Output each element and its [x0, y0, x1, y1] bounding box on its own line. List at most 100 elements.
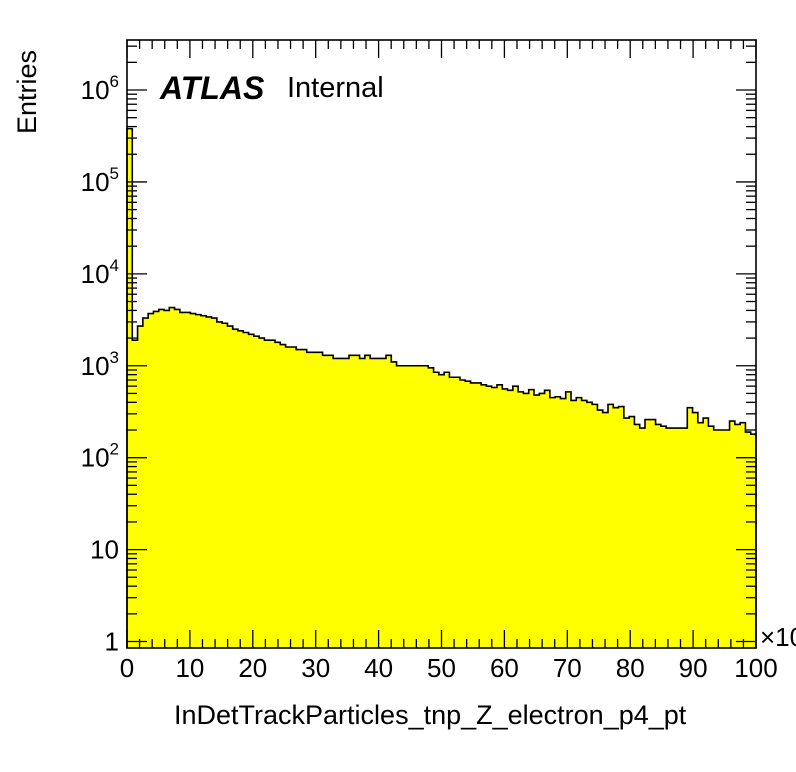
histogram-bin — [232, 329, 239, 648]
histogram-bin — [454, 377, 461, 648]
histogram-bin — [164, 310, 170, 648]
histogram-bin — [417, 365, 424, 648]
y-tick-label: 106 — [81, 72, 119, 105]
histogram-bin — [349, 355, 355, 648]
histogram-bin — [428, 367, 434, 648]
histogram-bin — [719, 430, 725, 648]
histogram-bin — [211, 318, 218, 648]
histogram-bin — [142, 318, 149, 648]
histogram-bin — [401, 365, 408, 648]
histogram-bin — [290, 346, 297, 648]
x-axis-tick-labels: 0 10 20 30 40 50 60 70 80 90 100 — [120, 653, 778, 683]
histogram-bin — [148, 313, 154, 648]
histogram-bin — [676, 428, 683, 648]
histogram-bin — [666, 428, 672, 648]
x-tick-label: 50 — [427, 653, 456, 683]
histogram-bin — [497, 384, 503, 648]
histogram-bin — [227, 326, 234, 648]
histogram-bin — [206, 316, 212, 648]
histogram-bin — [539, 393, 545, 648]
x-tick-label: 0 — [120, 653, 134, 683]
y-tick-label: 102 — [81, 440, 119, 473]
histogram-bin — [475, 382, 482, 648]
histogram-bin — [322, 355, 329, 648]
histogram-bin — [750, 434, 757, 648]
histogram-bin — [169, 307, 175, 648]
histogram-bin — [137, 326, 144, 648]
histogram-bin — [238, 330, 244, 648]
histogram-bin — [179, 312, 186, 648]
histogram-bin — [650, 419, 656, 648]
histogram-bin — [465, 381, 471, 648]
histogram-bin — [687, 407, 693, 648]
histogram-bin — [571, 400, 577, 648]
y-tick-label: 1 — [105, 627, 119, 657]
histogram-bin — [380, 358, 387, 648]
histogram-bin — [333, 358, 339, 648]
histogram-bin — [592, 404, 598, 648]
atlas-label: ATLAS — [160, 70, 265, 106]
histogram-bin — [528, 389, 535, 648]
histogram-bin — [708, 426, 715, 648]
x-tick-label: 90 — [679, 653, 708, 683]
histogram-bin — [697, 422, 704, 648]
histogram-bin — [269, 340, 276, 648]
histogram-bin — [565, 391, 572, 648]
histogram-bin — [327, 355, 334, 648]
histogram-bin — [597, 410, 604, 648]
histogram-outline — [126, 127, 757, 648]
y-axis-label: Entries — [12, 49, 42, 134]
x-axis-ticks — [126, 40, 757, 648]
histogram-bin — [555, 396, 561, 648]
histogram-bin — [396, 365, 403, 648]
histogram-bin — [639, 428, 646, 648]
x-axis-multiplier: ×10 — [760, 622, 796, 652]
histogram-bin — [370, 358, 376, 648]
histogram-bin — [433, 372, 440, 648]
histogram-bin — [423, 365, 429, 648]
histogram-bin — [343, 358, 350, 648]
histogram-bin — [301, 349, 308, 648]
histogram-bin — [491, 387, 498, 648]
histogram-bin — [549, 397, 556, 648]
histogram-bin — [534, 395, 540, 648]
y-axis-tick-labels: 1 10 102 103 104 105 106 — [81, 72, 119, 657]
histogram-bin — [153, 311, 160, 648]
histogram-bin — [486, 386, 493, 648]
x-tick-label: 100 — [734, 653, 777, 683]
histogram-bin — [507, 390, 514, 648]
y-tick-label: 104 — [81, 256, 119, 289]
histogram-bin — [602, 412, 609, 648]
histogram-bin — [280, 344, 286, 648]
histogram-bin — [195, 314, 202, 648]
histogram-bin — [745, 432, 752, 648]
histogram-bin — [660, 426, 667, 648]
histogram-bin — [655, 424, 662, 648]
histogram-bin — [185, 312, 191, 648]
histogram-bin — [375, 358, 382, 648]
histogram-bin — [312, 352, 318, 648]
y-axis-ticks — [127, 45, 756, 643]
histogram-bin — [338, 358, 345, 648]
histogram-bin — [243, 332, 249, 648]
x-tick-label: 30 — [301, 653, 330, 683]
histogram-bin — [216, 321, 223, 648]
histogram-bin — [623, 418, 630, 648]
histogram-bin — [618, 406, 625, 648]
histogram-bin — [692, 412, 699, 648]
histogram-bin — [438, 374, 445, 648]
histogram-bin — [222, 323, 228, 648]
histogram-bin — [518, 391, 524, 648]
histogram-bin — [682, 428, 688, 648]
histogram-bin — [354, 355, 360, 648]
histogram-bin — [407, 365, 413, 648]
histogram-bin — [608, 404, 614, 648]
histogram-bin — [634, 424, 641, 648]
y-tick-label: 105 — [81, 164, 119, 197]
histogram-bin — [444, 372, 450, 648]
histogram-bin — [253, 336, 260, 648]
histogram-bin — [296, 349, 302, 648]
histogram-bin — [285, 346, 292, 648]
x-tick-label: 20 — [238, 653, 267, 683]
